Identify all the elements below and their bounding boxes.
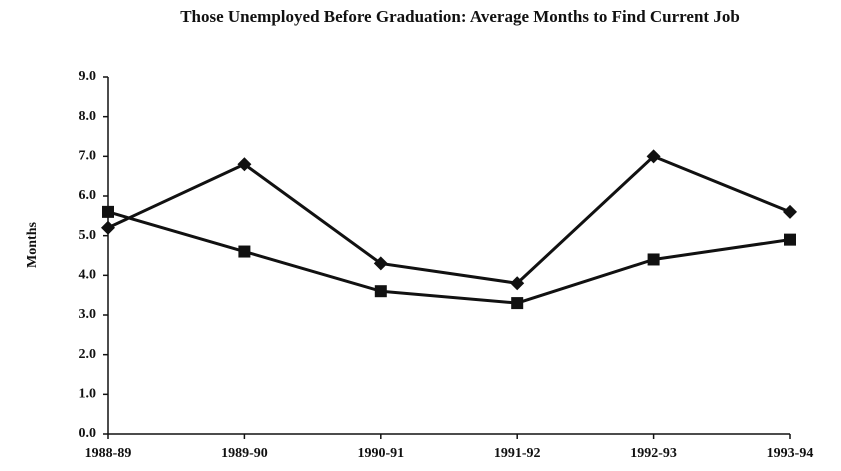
x-tick-label: 1992-93 <box>630 446 677 461</box>
point-marker <box>783 204 797 219</box>
y-tick-label: 0.0 <box>79 426 97 441</box>
y-tick-label: 8.0 <box>79 109 97 124</box>
point-marker <box>237 157 252 172</box>
y-tick-label: 5.0 <box>79 228 97 243</box>
point-marker <box>374 285 387 298</box>
series-line <box>107 154 791 285</box>
x-tick-label: 1991-92 <box>494 446 541 461</box>
point-marker <box>373 256 388 271</box>
y-tick-label: 9.0 <box>79 69 97 84</box>
point-marker <box>101 220 115 235</box>
point-marker <box>646 149 661 164</box>
point-marker <box>238 245 251 258</box>
x-tick-label: 1990-91 <box>357 446 404 461</box>
y-tick-label: 3.0 <box>79 307 97 322</box>
x-tick-label: 1988-89 <box>85 446 132 461</box>
y-tick-label: 4.0 <box>79 268 97 283</box>
point-marker <box>647 253 660 266</box>
x-tick-label: 1993-94 <box>767 446 814 461</box>
point-marker <box>511 297 524 310</box>
series-line <box>107 210 791 305</box>
y-tick-label: 2.0 <box>79 347 97 362</box>
chart-title: Those Unemployed Before Graduation: Aver… <box>180 7 740 26</box>
y-tick-label: 6.0 <box>79 188 97 203</box>
y-axis-label: Months <box>25 222 40 268</box>
x-tick-label: 1989-90 <box>221 446 268 461</box>
point-marker <box>510 276 525 291</box>
point-marker <box>784 233 796 246</box>
y-tick-label: 7.0 <box>79 149 97 164</box>
y-tick-label: 1.0 <box>79 387 97 402</box>
point-marker <box>102 205 114 218</box>
